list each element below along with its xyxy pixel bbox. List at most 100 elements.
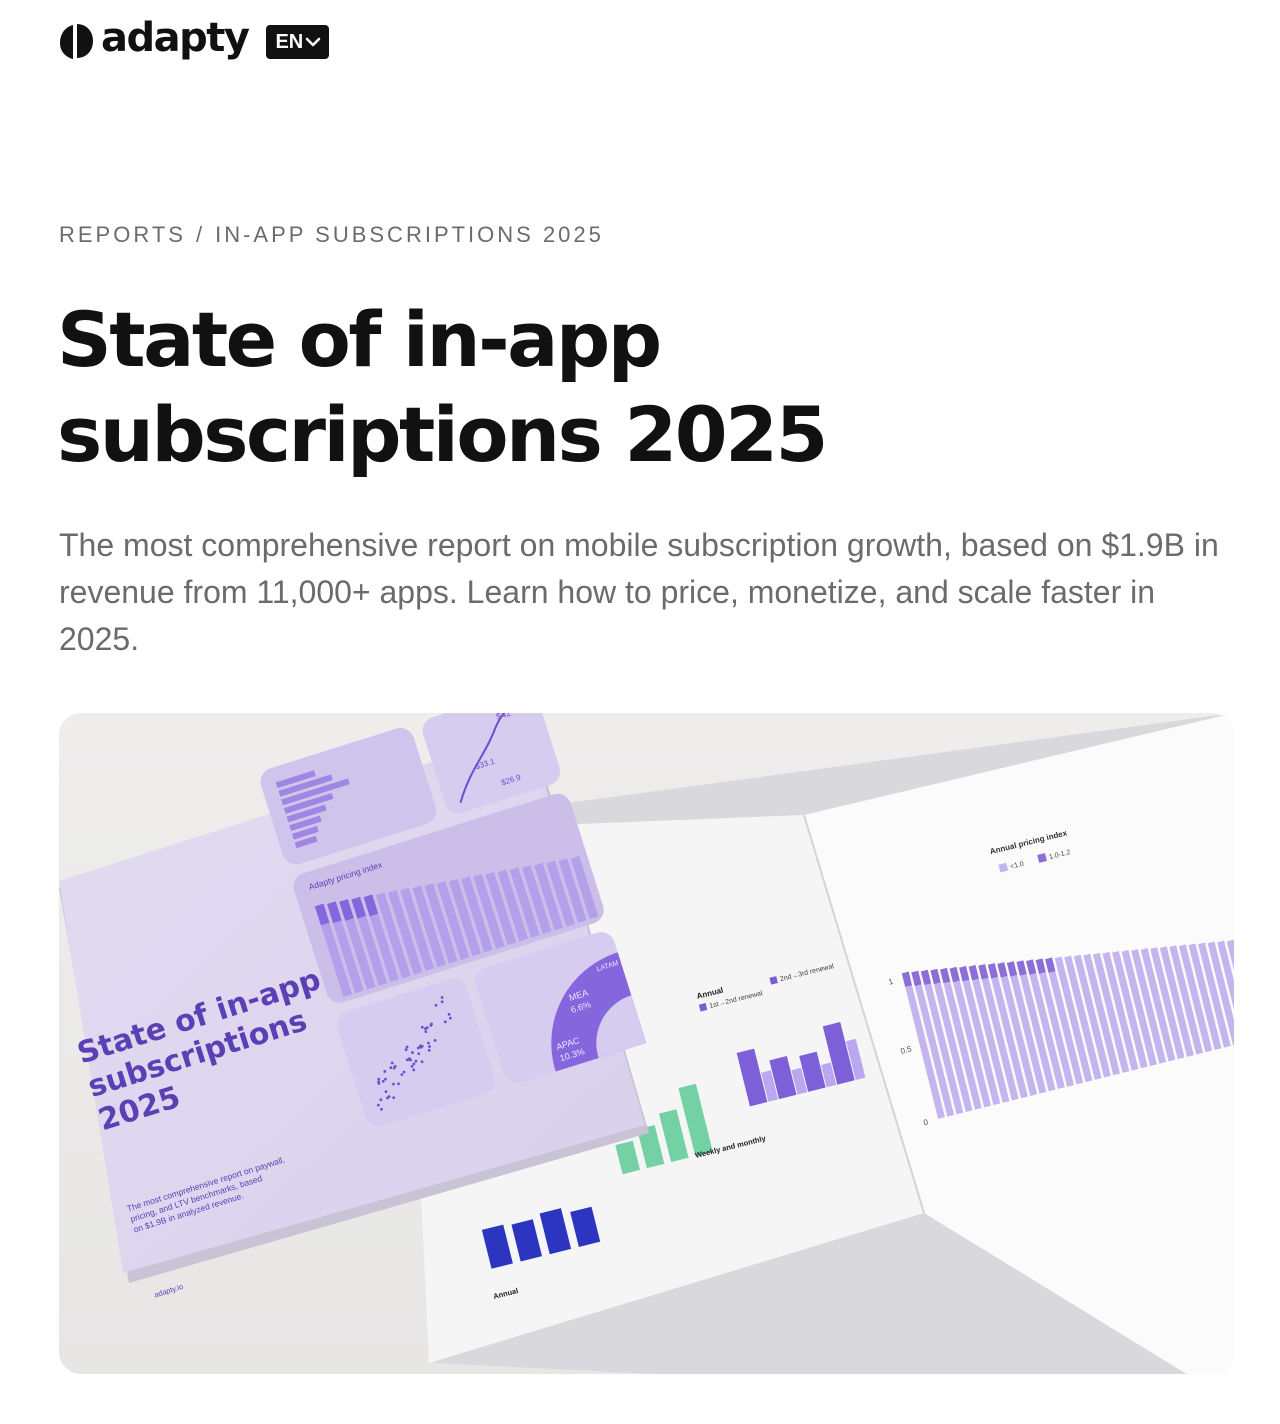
decorative-scatter-dot	[427, 1048, 431, 1052]
decorative-bar	[1045, 957, 1084, 1085]
decorative-scatter-dot	[405, 1045, 409, 1049]
svg-text:1: 1	[888, 977, 895, 987]
decorative-scatter-dot	[419, 1044, 422, 1048]
svg-text:0.5: 0.5	[900, 1044, 914, 1056]
decorative-bar	[911, 970, 955, 1117]
page-subtitle: The most comprehensive report on mobile …	[59, 527, 1219, 657]
decorative-scatter-dot	[377, 1077, 381, 1081]
decorative-bar	[497, 869, 528, 942]
decorative-bar	[1006, 961, 1047, 1094]
decorative-scatter-dot	[416, 1046, 420, 1050]
decorative-bar-cap	[901, 971, 913, 987]
decorative-bar	[1217, 940, 1234, 1044]
decorative-bar-cap	[339, 899, 354, 921]
decorative-bar	[534, 862, 564, 931]
decorative-bar-cap	[930, 968, 941, 985]
decorative-bar	[1150, 947, 1185, 1060]
decorative-bar	[461, 876, 493, 953]
decorative-bar	[558, 858, 587, 923]
decorative-bar	[940, 967, 982, 1110]
decorative-bar	[1054, 956, 1093, 1083]
decorative-bar-cap	[327, 901, 342, 924]
decorative-bar-cap	[911, 970, 922, 986]
decorative-scatter-dot	[429, 1024, 433, 1027]
language-code: EN	[275, 30, 304, 53]
decorative-bar-cap	[949, 966, 960, 983]
decorative-bar-cap	[1035, 958, 1046, 974]
decorative-scatter-dot	[381, 1079, 385, 1083]
decorative-bar	[949, 966, 991, 1108]
decorative-scatter-dot	[384, 1090, 388, 1094]
decorative-bar	[351, 896, 388, 986]
decorative-bar	[968, 965, 1010, 1103]
breadcrumb: REPORTS / IN-APP SUBSCRIPTIONS 2025	[59, 222, 604, 248]
decorative-bar	[1035, 958, 1074, 1087]
chevron-down-icon	[305, 37, 321, 47]
decorative-bar	[485, 871, 517, 946]
decorative-bar	[1131, 949, 1167, 1064]
decorative-bar	[987, 963, 1028, 1099]
decorative-scatter-dot	[409, 1058, 412, 1062]
decorative-scatter-dot	[424, 1030, 428, 1034]
decorative-scatter-dot	[410, 1064, 414, 1068]
decorative-bar-cap	[363, 894, 379, 917]
decorative-bar-cap	[351, 896, 367, 919]
decorative-bar-cap	[940, 967, 951, 984]
decorative-bar	[424, 883, 458, 964]
decorative-scatter-dot	[428, 1045, 431, 1048]
breadcrumb-current: IN-APP SUBSCRIPTIONS 2025	[215, 222, 604, 247]
decorative-scatter-dot	[420, 1060, 424, 1064]
decorative-scatter-dot	[404, 1048, 408, 1052]
decorative-scatter-dot	[402, 1070, 406, 1074]
decorative-bar	[327, 901, 364, 994]
decorative-bar	[1083, 953, 1121, 1076]
decorative-bar-cap	[1026, 959, 1037, 975]
decorative-bar	[375, 892, 411, 979]
decorative-scatter-dot	[400, 1073, 404, 1076]
decorative-bar	[546, 860, 575, 927]
decorative-scatter-dot	[397, 1082, 400, 1086]
decorative-bar	[448, 878, 482, 957]
decorative-bar	[997, 962, 1038, 1096]
decorative-bar	[1159, 946, 1194, 1057]
decorative-bar	[1198, 942, 1231, 1048]
decorative-bar-cap	[997, 962, 1008, 978]
decorative-bar	[1112, 950, 1148, 1069]
breadcrumb-reports-link[interactable]: REPORTS	[59, 222, 186, 247]
decorative-bar-cap	[1016, 960, 1027, 976]
decorative-bar	[978, 964, 1019, 1101]
decorative-scatter-dot	[440, 1000, 444, 1004]
decorative-bar-cap	[920, 969, 932, 986]
decorative-scatter-dot	[376, 1103, 380, 1107]
decorative-scatter-dot	[387, 1095, 391, 1098]
decorative-scatter-dot	[379, 1098, 383, 1102]
decorative-bar-cap	[978, 964, 989, 980]
adapty-logo[interactable]: adapty	[59, 15, 250, 61]
decorative-scatter-dot	[434, 1003, 438, 1007]
decorative-scatter-dot	[384, 1077, 387, 1081]
decorative-scatter-dot	[425, 1026, 429, 1030]
decorative-scatter-dot	[383, 1070, 387, 1073]
report-cover: $42 $33.1 $26.9 Adapty pricing index MEA…	[59, 713, 649, 1299]
decorative-bar-cap	[1006, 961, 1018, 977]
decorative-bar-cap	[1045, 957, 1056, 973]
decorative-scatter-dot	[389, 1066, 393, 1070]
decorative-scatter-dot	[414, 1059, 418, 1063]
decorative-scatter-dot	[380, 1107, 383, 1111]
page-title: State of in-app subscriptions 2025	[57, 295, 828, 479]
decorative-bar	[521, 865, 552, 935]
svg-text:$42: $42	[495, 713, 512, 722]
decorative-scatter-dot	[447, 1012, 451, 1016]
decorative-bar	[473, 874, 505, 949]
decorative-scatter-dot	[443, 1020, 447, 1024]
decorative-bar	[1140, 948, 1176, 1062]
decorative-bar	[1092, 952, 1130, 1073]
decorative-bar	[930, 968, 973, 1112]
decorative-scatter-dot	[448, 1016, 452, 1020]
decorative-bar	[1178, 944, 1213, 1053]
logo-text: adapty	[101, 15, 250, 61]
decorative-scatter-dot	[411, 1051, 414, 1055]
adapty-logo-icon	[60, 24, 93, 59]
decorative-bar	[1188, 943, 1222, 1050]
language-selector[interactable]: EN	[266, 25, 330, 59]
